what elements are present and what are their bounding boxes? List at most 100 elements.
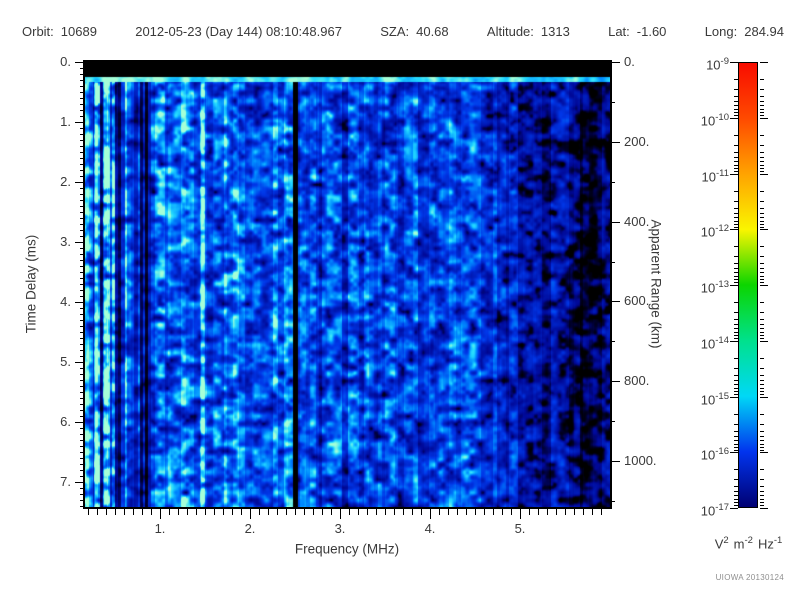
colorbar-minor-tick [734, 324, 738, 325]
y-left-tick-label: 5. [60, 354, 71, 369]
colorbar-minor-tick [734, 246, 738, 247]
colorbar-minor-tick [760, 479, 764, 480]
x-minor-tick [106, 509, 107, 515]
x-minor-tick [142, 509, 143, 515]
colorbar-minor-tick [760, 499, 764, 500]
colorbar-major-tick [760, 397, 768, 398]
y-left-minor-tick [80, 344, 85, 345]
colorbar-minor-tick [760, 171, 764, 172]
y-left-minor-tick [80, 248, 85, 249]
header-field: SZA: 40.68 [380, 24, 448, 39]
colorbar-minor-tick [760, 319, 764, 320]
y-left-minor-tick [80, 308, 85, 309]
colorbar-minor-tick [734, 161, 738, 162]
y-right-major-tick [610, 301, 620, 302]
colorbar-minor-tick [734, 112, 738, 113]
y-left-major-tick [75, 422, 85, 423]
header-field: 2012-05-23 (Day 144) 08:10:48.967 [135, 24, 342, 39]
colorbar-minor-tick [734, 135, 738, 136]
y-left-minor-tick [80, 500, 85, 501]
x-minor-tick [349, 509, 350, 515]
colorbar-minor-tick [734, 165, 738, 166]
colorbar-tick-label: 10-16 [692, 443, 729, 463]
y-right-tick-label: 200. [624, 134, 650, 149]
colorbar-label-exponent: -17 [715, 502, 729, 513]
y-left-minor-tick [80, 260, 85, 261]
colorbar-minor-tick [734, 272, 738, 273]
x-minor-tick [97, 509, 98, 515]
x-minor-tick [322, 509, 323, 515]
x-minor-tick [277, 509, 278, 515]
colorbar-minor-tick [760, 505, 764, 506]
x-minor-tick [331, 509, 332, 515]
x-minor-tick [385, 509, 386, 515]
y-left-minor-tick [80, 218, 85, 219]
x-minor-tick [169, 509, 170, 515]
colorbar-minor-tick [760, 191, 764, 192]
colorbar-label-exponent: -16 [715, 446, 729, 457]
colorbar-label-base: 10 [701, 169, 716, 185]
colorbar-minor-tick [760, 332, 764, 333]
y-left-minor-tick [80, 194, 85, 195]
y-left-minor-tick [80, 116, 85, 117]
x-minor-tick [178, 509, 179, 515]
colorbar-minor-tick [760, 263, 764, 264]
y-left-minor-tick [80, 410, 85, 411]
y-left-minor-tick [80, 386, 85, 387]
colorbar-minor-tick [760, 388, 764, 389]
colorbar-minor-tick [734, 491, 738, 492]
unit-exponent: -1 [773, 535, 783, 546]
y-right-major-tick [610, 222, 620, 223]
colorbar-minor-tick [734, 479, 738, 480]
colorbar-minor-tick [734, 279, 738, 280]
colorbar-minor-tick [760, 495, 764, 496]
colorbar-minor-tick [760, 89, 764, 90]
colorbar-minor-tick [734, 447, 738, 448]
y-left-minor-tick [80, 230, 85, 231]
x-minor-tick [439, 509, 440, 515]
colorbar-minor-tick [760, 469, 764, 470]
colorbar-tick-label: 10-10 [692, 109, 729, 129]
colorbar-major-tick [730, 229, 738, 230]
y-left-tick-label: 4. [60, 294, 71, 309]
y-left-minor-tick [80, 446, 85, 447]
colorbar-tick-label: 10-13 [692, 276, 729, 296]
colorbar-minor-tick [760, 201, 764, 202]
colorbar-major-tick [760, 508, 768, 509]
x-minor-tick [376, 509, 377, 515]
colorbar-minor-tick [760, 157, 764, 158]
colorbar-minor-tick [734, 302, 738, 303]
colorbar-minor-tick [760, 208, 764, 209]
colorbar-minor-tick [734, 332, 738, 333]
colorbar-major-tick [760, 229, 768, 230]
colorbar-minor-tick [734, 444, 738, 445]
y-right-minor-tick [610, 182, 615, 183]
colorbar-major-tick [760, 174, 768, 175]
colorbar-minor-tick [734, 96, 738, 97]
y-left-major-tick [75, 62, 85, 63]
y-left-minor-tick [80, 434, 85, 435]
y-left-minor-tick [80, 176, 85, 177]
y-left-minor-tick [80, 278, 85, 279]
y-left-minor-tick [80, 110, 85, 111]
colorbar-minor-tick [734, 101, 738, 102]
colorbar-major-tick [730, 174, 738, 175]
colorbar-minor-tick [760, 502, 764, 503]
colorbar-label-base: 10 [700, 280, 716, 296]
colorbar-minor-tick [760, 79, 764, 80]
colorbar-minor-tick [760, 444, 764, 445]
y-left-major-tick [75, 242, 85, 243]
colorbar-minor-tick [760, 384, 764, 385]
x-minor-tick [556, 509, 557, 515]
x-minor-tick [196, 509, 197, 515]
colorbar-minor-tick [734, 440, 738, 441]
y-left-tick-label: 1. [60, 114, 71, 129]
x-minor-tick [268, 509, 269, 515]
colorbar-minor-tick [734, 105, 738, 106]
y-left-minor-tick [80, 170, 85, 171]
header-field-label: Orbit: [22, 24, 54, 39]
colorbar-minor-tick [734, 276, 738, 277]
y-left-tick-label: 3. [60, 234, 71, 249]
x-minor-tick [502, 509, 503, 515]
x-minor-tick [88, 509, 89, 515]
